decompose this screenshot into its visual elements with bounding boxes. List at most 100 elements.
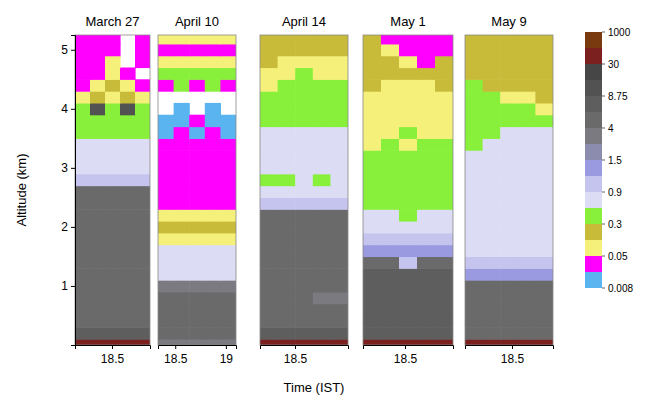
cell (105, 103, 121, 115)
cell (295, 44, 313, 56)
cell (278, 221, 296, 233)
cell (500, 79, 518, 91)
cells (465, 35, 553, 345)
cell (260, 150, 278, 162)
cell (220, 115, 236, 127)
cell (120, 315, 136, 327)
cell (330, 115, 348, 127)
cell (518, 174, 536, 186)
cell (278, 79, 296, 91)
cell (205, 127, 221, 139)
cell (174, 292, 190, 304)
cell (435, 280, 453, 292)
cell (435, 256, 453, 268)
cell (174, 67, 190, 79)
cell (75, 304, 91, 316)
cell (278, 280, 296, 292)
cell (220, 221, 236, 233)
cell (205, 67, 221, 79)
cell (435, 127, 453, 139)
cell (295, 233, 313, 245)
cell (295, 91, 313, 103)
cell (189, 245, 205, 257)
cell (483, 35, 501, 44)
cell (535, 186, 553, 198)
cell (105, 268, 121, 280)
cell (435, 138, 453, 150)
cell (417, 209, 436, 221)
colorbar-tick-label: 8.75 (608, 91, 628, 102)
cell (278, 268, 296, 280)
cell (105, 91, 121, 103)
cell (500, 127, 518, 139)
cell (90, 327, 106, 339)
cell (518, 115, 536, 127)
cell (105, 209, 121, 221)
cells (75, 35, 150, 345)
cell (90, 186, 106, 198)
cell (120, 150, 136, 162)
cell (381, 339, 400, 345)
cell (120, 186, 136, 198)
cell (120, 197, 136, 209)
cell (278, 292, 296, 304)
colorbar-tick (602, 128, 605, 129)
cell (278, 67, 296, 79)
cell (381, 327, 400, 339)
cell (260, 35, 278, 44)
cell (435, 315, 453, 327)
cell (518, 138, 536, 150)
cell (278, 245, 296, 257)
cell (500, 280, 518, 292)
cell (220, 280, 236, 292)
cell (535, 256, 553, 268)
cell (483, 138, 501, 150)
cell (135, 292, 150, 304)
cell (205, 138, 221, 150)
cell (399, 150, 418, 162)
cell (295, 280, 313, 292)
cell (330, 103, 348, 115)
y-tick-label: 5 (61, 43, 68, 57)
cell (381, 280, 400, 292)
y-axis-line (71, 36, 76, 346)
cell (295, 150, 313, 162)
cell (535, 115, 553, 127)
cell (518, 79, 536, 91)
cell (135, 162, 150, 174)
cell (174, 339, 190, 345)
cell (535, 91, 553, 103)
cell (260, 138, 278, 150)
colorbar-bin (585, 112, 602, 128)
cell (90, 233, 106, 245)
cell (330, 233, 348, 245)
cell (330, 315, 348, 327)
colorbar-bin (585, 256, 602, 272)
cell (465, 280, 483, 292)
cell (399, 91, 418, 103)
cell (260, 79, 278, 91)
cell (399, 115, 418, 127)
cell (483, 304, 501, 316)
cell (399, 209, 418, 221)
cell (295, 256, 313, 268)
cell (120, 138, 136, 150)
cell (158, 138, 174, 150)
x-axis-line (261, 346, 349, 350)
cell (435, 268, 453, 280)
y-axis: 12345 (61, 36, 75, 346)
cell (363, 197, 382, 209)
cell (220, 304, 236, 316)
colorbar-bin (585, 64, 602, 80)
x-tick: 19 (220, 345, 234, 366)
cell (313, 44, 331, 56)
cell (535, 233, 553, 245)
cell (435, 56, 453, 68)
cell (417, 221, 436, 233)
cell (158, 339, 174, 345)
cell (90, 150, 106, 162)
cell (363, 245, 382, 257)
cell (105, 127, 121, 139)
colorbar-bin (585, 80, 602, 96)
cell (483, 115, 501, 127)
